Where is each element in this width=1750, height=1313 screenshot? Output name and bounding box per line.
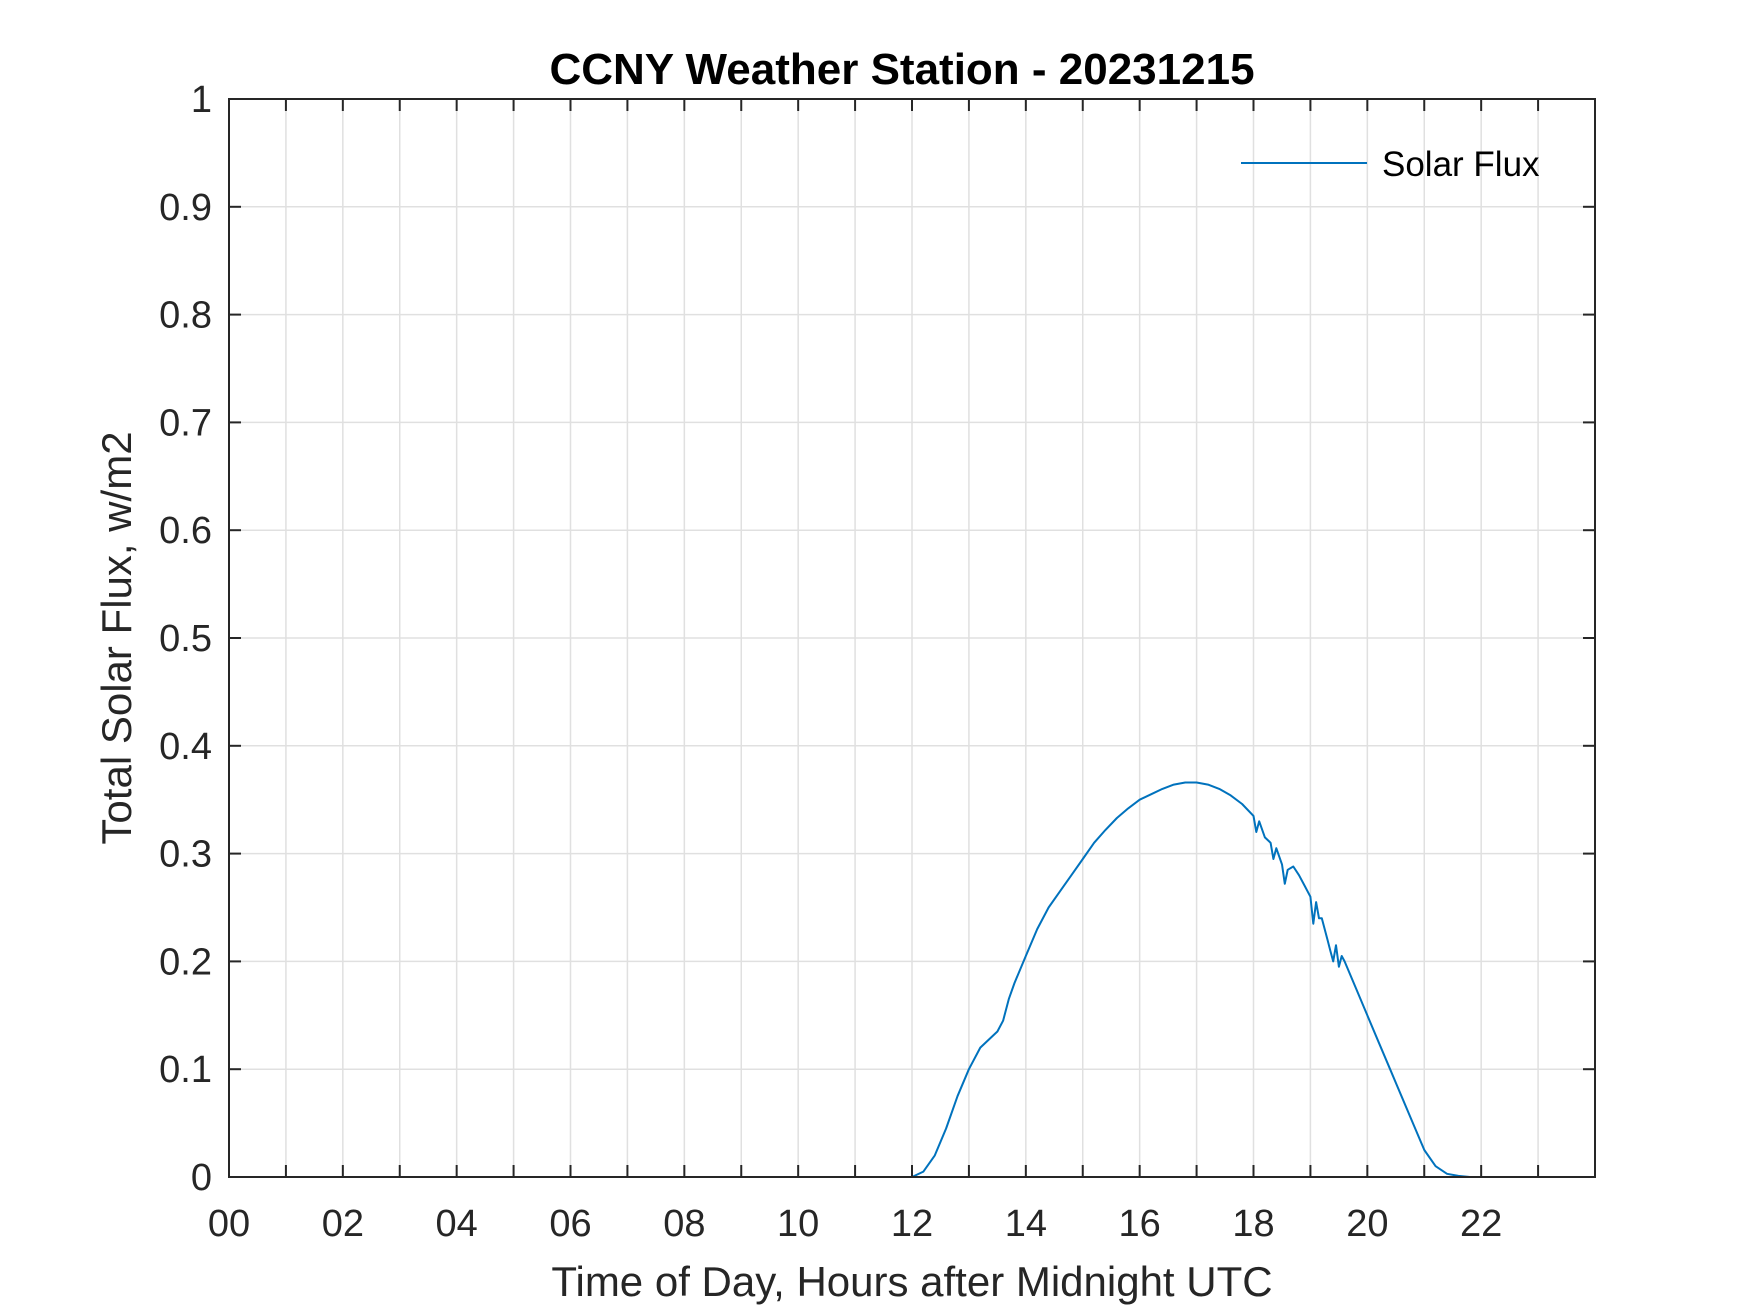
legend-label-solar-flux: Solar Flux (1382, 145, 1540, 184)
x-tick-label: 00 (208, 1203, 250, 1245)
x-tick-label: 16 (1119, 1203, 1161, 1245)
legend: Solar Flux (1241, 145, 1540, 184)
y-tick-label: 0.6 (159, 510, 212, 552)
y-tick-label: 1 (191, 79, 212, 121)
x-tick-label: 10 (777, 1203, 819, 1245)
x-tick-label: 06 (549, 1203, 591, 1245)
x-tick-label: 20 (1346, 1203, 1388, 1245)
y-tick-label: 0.7 (159, 402, 212, 444)
y-tick-label: 0.3 (159, 834, 212, 876)
x-tick-label: 12 (891, 1203, 933, 1245)
y-tick-label: 0.5 (159, 618, 212, 660)
series-layer (229, 781, 1595, 1178)
y-tick-label: 0.9 (159, 187, 212, 229)
x-tick-label: 04 (436, 1203, 478, 1245)
y-tick-label: 0.2 (159, 941, 212, 983)
series-line-solar-flux (229, 781, 1595, 1178)
x-tick-label: 14 (1005, 1203, 1047, 1245)
y-tick-label: 0.1 (159, 1049, 212, 1091)
y-axis-label: Total Solar Flux, w/m2 (93, 431, 140, 844)
x-tick-label: 18 (1232, 1203, 1274, 1245)
x-tick-labels: 00 02 04 06 08 10 12 14 16 18 20 22 (208, 1203, 1502, 1245)
chart-title: CCNY Weather Station - 20231215 (549, 45, 1254, 94)
grid-lines (229, 99, 1595, 1177)
tick-marks (229, 98, 1595, 1178)
x-tick-label: 08 (663, 1203, 705, 1245)
x-tick-label: 22 (1460, 1203, 1502, 1245)
x-axis-label: Time of Day, Hours after Midnight UTC (551, 1258, 1272, 1305)
y-tick-labels: 0 0.1 0.2 0.3 0.4 0.5 0.6 0.7 0.8 0.9 1 (159, 79, 212, 1199)
y-tick-label: 0 (191, 1157, 212, 1199)
y-tick-label: 0.8 (159, 295, 212, 337)
y-tick-label: 0.4 (159, 726, 212, 768)
x-tick-label: 02 (322, 1203, 364, 1245)
